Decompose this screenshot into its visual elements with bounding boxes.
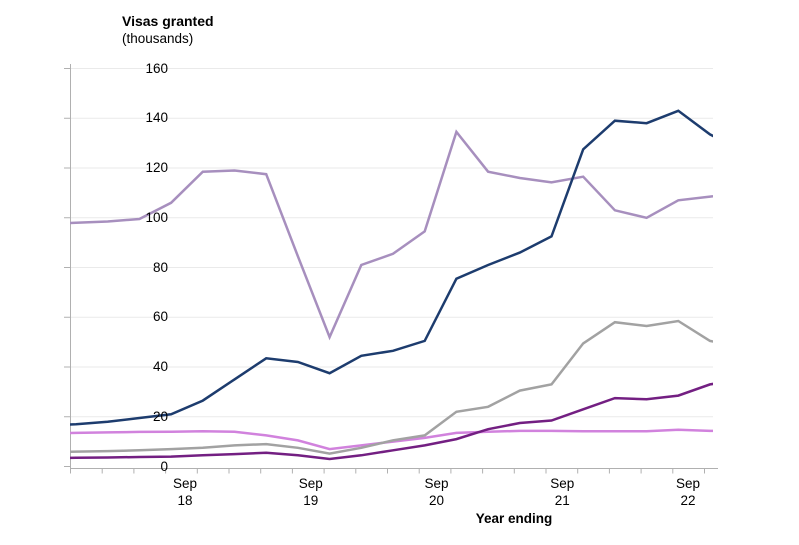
chart-title: Visas granted	[122, 13, 214, 29]
y-tick-label: 60	[152, 309, 168, 325]
x-axis-title: Year ending	[475, 511, 553, 526]
series-line-grey	[70, 319, 713, 455]
y-tick-label: 160	[145, 60, 168, 76]
series-line-dark-blue	[70, 109, 713, 426]
x-tick-label: Sep 20	[424, 476, 449, 508]
chart-subtitle: (thousands)	[122, 31, 194, 46]
y-tick-label: 80	[152, 259, 168, 275]
series-line-mauve	[70, 129, 713, 341]
x-tick-label: Sep 22	[675, 476, 701, 508]
series-line-dark-purple	[70, 382, 713, 461]
y-tick-label: 120	[145, 160, 168, 175]
x-tick-label: Sep 21	[550, 476, 575, 508]
y-tick-label: 20	[152, 408, 168, 424]
y-tick-label: 100	[145, 209, 168, 225]
y-tick-label: 0	[160, 458, 168, 474]
x-tick-label: Sep 18	[172, 476, 198, 508]
y-tick-label: 40	[152, 359, 168, 374]
series-lines	[70, 109, 713, 461]
x-tick-label: Sep 19	[298, 476, 323, 508]
y-tick-label: 140	[145, 110, 168, 126]
